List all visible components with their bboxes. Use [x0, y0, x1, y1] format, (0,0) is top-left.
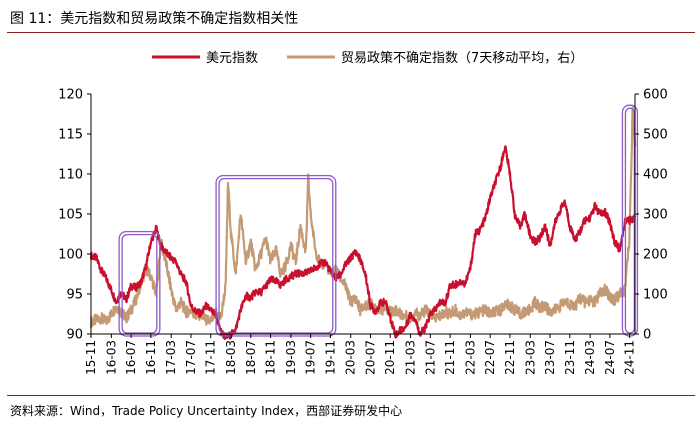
x-tick-label: 23-07 [543, 340, 557, 375]
legend-label-tpu: 贸易政策不确定指数（7天移动平均，右） [341, 50, 583, 66]
highlight-box [215, 174, 337, 337]
x-tick-label: 21-11 [443, 340, 457, 375]
x-tick-label: 19-03 [284, 340, 298, 375]
x-tick-label: 16-07 [124, 340, 138, 375]
x-tick-label: 22-11 [503, 340, 517, 375]
x-tick-label: 21-03 [404, 340, 418, 375]
series-line-usd [89, 145, 637, 340]
highlight-box-inner [624, 107, 636, 334]
source-divider [7, 395, 695, 396]
x-tick-label: 24-07 [603, 340, 617, 375]
x-tick-label: 17-03 [164, 340, 178, 375]
x-tick-label: 20-11 [383, 340, 397, 375]
x-tick-label: 22-03 [463, 340, 477, 375]
y-left-tick-label: 105 [58, 208, 83, 223]
x-tick-label: 21-07 [423, 340, 437, 375]
y-left-tick-label: 100 [58, 248, 83, 263]
y-right-tick-label: 200 [643, 248, 668, 263]
highlight-box [118, 230, 161, 337]
legend-label-usd: 美元指数 [206, 51, 258, 66]
y-right-tick-label: 0 [643, 328, 651, 343]
y-right-tick-label: 400 [643, 168, 668, 183]
x-tick-label: 23-03 [523, 340, 537, 375]
y-right-tick-label: 500 [643, 128, 668, 143]
y-left-tick-label: 110 [58, 168, 83, 183]
source-note: 资料来源：Wind，Trade Policy Uncertainty Index… [10, 404, 403, 418]
y-right-tick-label: 300 [643, 208, 668, 223]
x-tick-label: 20-07 [363, 340, 377, 375]
x-tick-label: 24-11 [623, 340, 637, 375]
highlight-box-inner [121, 233, 158, 334]
x-tick-label: 18-11 [264, 340, 278, 375]
x-tick-label: 22-07 [483, 340, 497, 375]
y-left-tick-label: 120 [58, 88, 83, 103]
y-right-tick-label: 600 [643, 88, 668, 103]
x-tick-label: 18-03 [224, 340, 238, 375]
x-tick-label: 16-03 [104, 340, 118, 375]
x-tick-label: 18-07 [244, 340, 258, 375]
x-tick-label: 17-11 [204, 340, 218, 375]
x-tick-label: 20-03 [344, 340, 358, 375]
x-tick-label: 23-11 [563, 340, 577, 375]
chart-title: 图 11：美元指数和贸易政策不确定指数相关性 [10, 11, 299, 27]
x-tick-label: 16-11 [144, 340, 158, 375]
dual-axis-line-chart: 120 115 110 105 100 95 90 600 500 400 300 200 100 0 15… [58, 50, 668, 375]
y-left-tick-label: 115 [58, 128, 83, 143]
x-tick-label: 17-07 [184, 340, 198, 375]
y-left-tick-label: 90 [66, 328, 83, 343]
title-divider [7, 32, 695, 33]
x-tick-label: 19-07 [304, 340, 318, 375]
x-tick-label: 19-11 [323, 340, 337, 375]
x-tick-label: 15-11 [84, 340, 98, 375]
highlight-box-inner [218, 177, 334, 334]
x-tick-label: 24-03 [583, 340, 597, 375]
y-right-tick-label: 100 [643, 288, 668, 303]
y-left-tick-label: 95 [66, 288, 83, 303]
series-line-tpu [89, 106, 637, 328]
